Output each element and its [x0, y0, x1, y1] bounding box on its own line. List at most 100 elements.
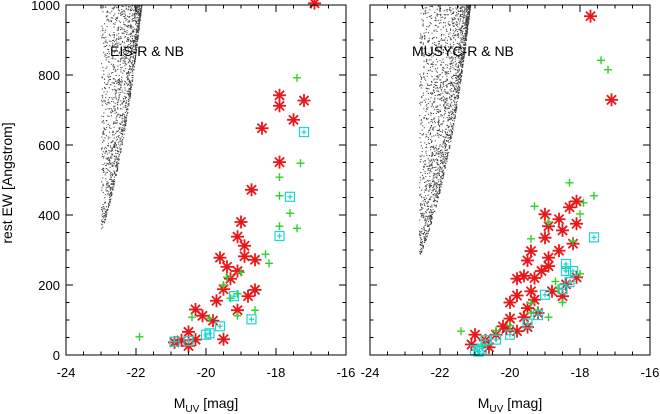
cross-marker [237, 268, 245, 277]
cross-marker [293, 73, 301, 82]
markers [457, 9, 618, 357]
cross-marker [558, 298, 567, 307]
asterisk-marker [482, 340, 496, 354]
square-marker [539, 289, 551, 300]
square-marker [557, 284, 568, 295]
cross-marker [286, 209, 294, 218]
y-tick-label: 400 [38, 208, 60, 223]
asterisk-marker [234, 215, 248, 229]
cross-marker [261, 250, 270, 259]
x-label-main: M [478, 395, 490, 411]
asterisk-marker [468, 328, 482, 342]
asterisk-marker [538, 207, 552, 221]
asterisk-marker [535, 264, 548, 278]
asterisk-marker [248, 253, 262, 267]
x-tick-label: -22 [431, 365, 450, 380]
asterisk-marker [552, 244, 566, 258]
cross-marker [251, 306, 259, 315]
cross-marker [293, 224, 301, 233]
square-marker [204, 328, 215, 339]
cross-marker [135, 332, 144, 341]
cross-marker [223, 273, 231, 282]
asterisk-marker [255, 121, 269, 135]
cross-marker [233, 289, 242, 298]
cross-marker [579, 198, 588, 207]
x-tick-label: -16 [337, 365, 356, 380]
cross-marker [233, 311, 242, 320]
asterisk-marker [556, 223, 569, 237]
panel-eis: -24 -22 -20 -18 -16 0 200 400 600 800 1000 EIS-R &… [31, 0, 355, 414]
cross-marker [565, 178, 574, 187]
square-marker [298, 126, 310, 138]
cross-marker [219, 281, 228, 289]
asterisk-marker [528, 293, 541, 307]
square-marker [473, 346, 484, 357]
asterisk-marker [584, 9, 597, 23]
y-tick-label: 200 [38, 278, 60, 293]
cross-marker [551, 277, 560, 286]
x-label-main: M [174, 395, 186, 411]
sample-dots [419, 5, 472, 255]
x-tick-label: -16 [641, 365, 660, 380]
asterisk-marker [465, 338, 478, 351]
cross-marker [527, 299, 535, 308]
cross-marker [188, 313, 196, 322]
axis-ticks: -24 -22 -20 -18 -16 0 200 400 600 800 1000 [31, 0, 355, 380]
cross-marker [275, 222, 284, 231]
asterisk-marker [248, 283, 262, 297]
cross-marker [275, 191, 284, 200]
x-tick-label: -18 [571, 365, 590, 380]
x-tick-label: -24 [361, 365, 380, 380]
x-tick-label: -20 [197, 365, 216, 380]
cross-marker [506, 321, 514, 330]
panel-title: EIS-R & NB [110, 43, 184, 59]
panel-musyc: -24 -22 -20 -18 -16 MUSYC-R & NB MUV [mag] [361, 4, 660, 414]
asterisk-marker [224, 272, 237, 286]
x-tick-label: -20 [501, 365, 520, 380]
x-label-subscript: UV [489, 404, 503, 414]
y-tick-label: 0 [53, 348, 60, 363]
cross-marker [457, 327, 465, 336]
cross-marker [265, 259, 273, 268]
cross-marker [569, 237, 577, 246]
square-marker [246, 314, 257, 325]
y-tick-label: 1000 [31, 0, 60, 13]
x-tick-label: -22 [127, 365, 146, 380]
asterisk-marker [528, 271, 541, 285]
cross-marker [555, 284, 563, 293]
x-label-unit: [mag] [203, 395, 238, 411]
point-cloud [419, 5, 472, 255]
asterisk-marker [220, 260, 234, 274]
cross-marker [296, 159, 305, 168]
asterisk-marker [570, 217, 583, 231]
asterisk-marker [217, 332, 230, 346]
cross-marker [205, 314, 214, 323]
x-tick-label: -24 [57, 365, 76, 380]
cross-marker [604, 65, 612, 74]
cross-marker [576, 209, 584, 218]
svg-text:MUV [mag]: MUV [mag] [478, 395, 542, 414]
cross-marker [544, 218, 553, 226]
axis-ticks: -24 -22 -20 -18 -16 [361, 4, 660, 380]
square-marker [183, 335, 194, 347]
asterisk-marker [521, 254, 534, 267]
asterisk-marker [524, 244, 538, 258]
asterisk-marker [245, 183, 258, 197]
square-marker [200, 329, 212, 340]
asterisk-marker [206, 314, 220, 328]
x-axis-label: MUV [mag] [174, 395, 238, 414]
asterisk-marker [241, 289, 255, 303]
y-tick-label: 600 [38, 138, 60, 153]
panel-title: MUSYC-R & NB [412, 43, 514, 59]
asterisk-marker [287, 113, 300, 127]
svg-text:MUV [mag]: MUV [mag] [174, 395, 238, 414]
sample-dots [101, 5, 143, 230]
square-marker [532, 310, 544, 321]
square-marker [560, 265, 572, 277]
point-cloud [101, 5, 143, 230]
asterisk-marker [238, 239, 251, 253]
asterisk-marker [563, 200, 576, 214]
cross-marker [275, 173, 284, 182]
asterisk-marker [503, 296, 517, 309]
